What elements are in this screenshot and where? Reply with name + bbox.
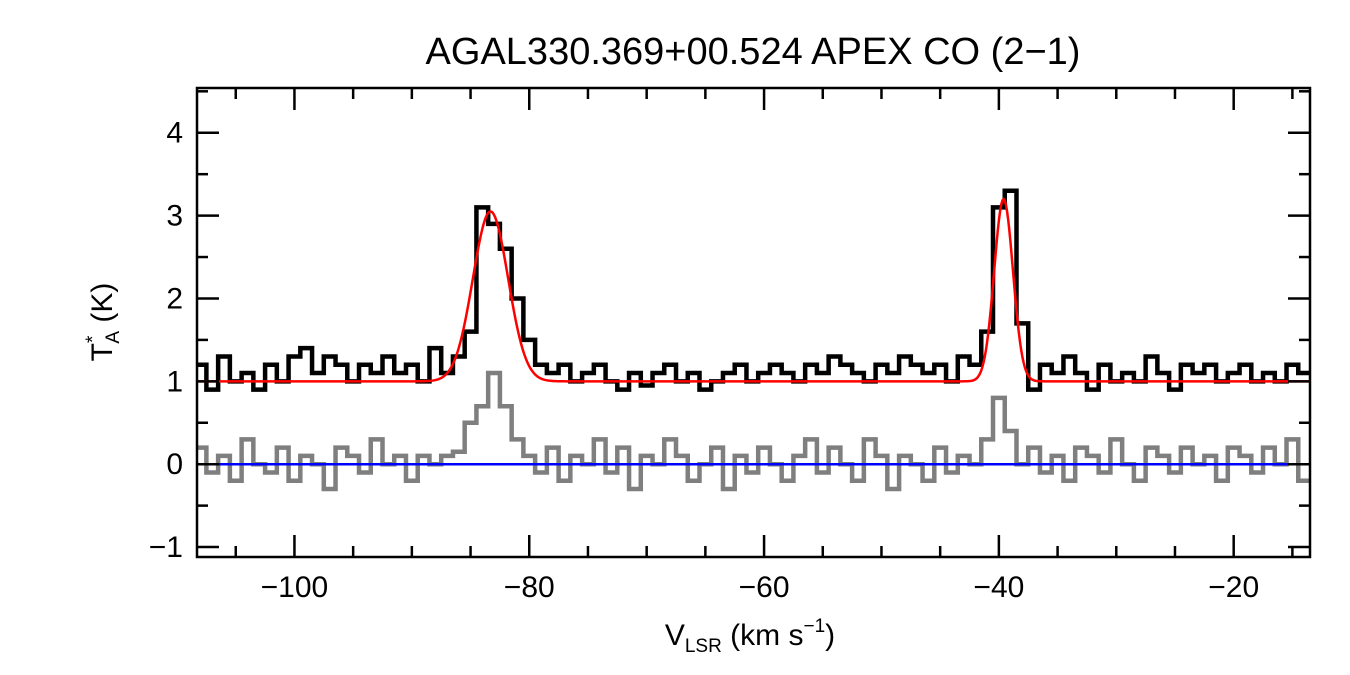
y-tick-label: 0	[166, 448, 183, 481]
plot-area: −100 −80 −60 −40 −20 −1 0 1 2 3 4	[149, 86, 1312, 604]
gaussian-fit-line	[197, 197, 1310, 383]
y-tick-label: 3	[166, 200, 183, 233]
y-tick-label: 4	[166, 117, 183, 150]
x-tick-label: −60	[739, 571, 790, 604]
chart-title: AGAL330.369+00.524 APEX CO (2−1)	[426, 31, 1081, 73]
x-tick-label: −80	[504, 571, 555, 604]
x-tick-label: −20	[1208, 571, 1259, 604]
x-tick-label: −40	[973, 571, 1024, 604]
y-tick-label: −1	[149, 531, 183, 564]
y-tick-label: 2	[166, 282, 183, 315]
secondary-spectrum-line	[197, 370, 1310, 492]
spectrum-line	[197, 188, 1310, 392]
x-tick-label: −100	[261, 571, 329, 604]
plot-frame	[195, 86, 1312, 559]
y-tick-label: 1	[166, 365, 183, 398]
y-axis-label: T*A (K)	[83, 283, 124, 362]
x-axis-label: VLSR (km s−1)	[665, 616, 835, 657]
